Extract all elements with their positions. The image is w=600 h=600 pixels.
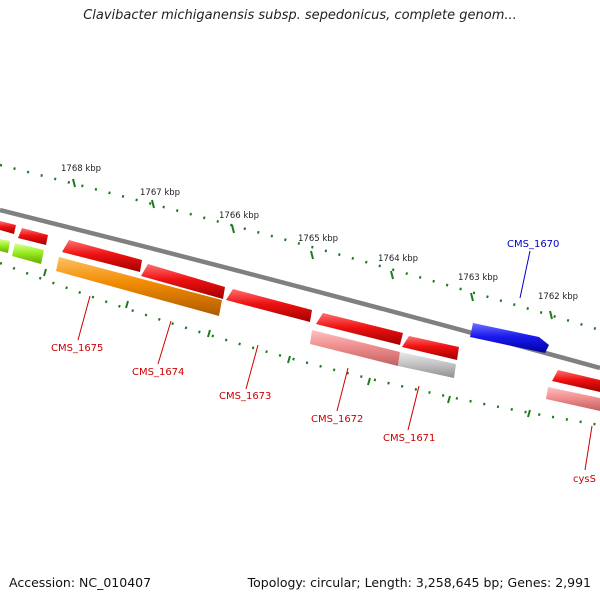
tick-label: 1762 kbp — [538, 292, 578, 302]
feature-track — [0, 239, 600, 411]
label-leaders — [77, 250, 593, 471]
gene-arrow[interactable] — [0, 221, 16, 234]
feature-bar — [12, 243, 44, 264]
tick-labels: 1768 kbp 1767 kbp 1766 kbp 1765 kbp 1764… — [61, 164, 578, 302]
feature-bar — [398, 352, 456, 378]
inner-tick-ring — [0, 261, 600, 427]
gene-label[interactable]: CMS_1670 — [507, 239, 559, 250]
gene-arrow[interactable] — [226, 289, 312, 322]
gene-label[interactable]: CMS_1674 — [132, 367, 184, 378]
gene-label[interactable]: CMS_1673 — [219, 391, 271, 402]
tick-label: 1766 kbp — [219, 211, 259, 221]
gene-arrow[interactable] — [552, 370, 600, 392]
gene-arrow[interactable] — [141, 264, 225, 299]
gene-arrow[interactable] — [62, 240, 142, 272]
gene-labels: CMS_1675 CMS_1674 CMS_1673 CMS_1672 CMS_… — [51, 239, 596, 485]
genome-summary-text: Topology: circular; Length: 3,258,645 bp… — [247, 575, 591, 590]
gene-label[interactable]: CMS_1675 — [51, 343, 103, 354]
gene-label[interactable]: cysS — [573, 474, 596, 485]
gene-label[interactable]: CMS_1671 — [383, 433, 435, 444]
feature-bar — [310, 330, 400, 366]
gene-arrow-cms-1670[interactable] — [470, 323, 549, 353]
feature-bar — [56, 257, 222, 316]
tick-label: 1764 kbp — [378, 254, 418, 264]
gene-arrow[interactable] — [402, 336, 459, 360]
gene-arrow[interactable] — [18, 228, 48, 245]
gene-label[interactable]: CMS_1672 — [311, 414, 363, 425]
tick-label: 1765 kbp — [298, 234, 338, 244]
accession-text: Accession: NC_010407 — [9, 575, 152, 590]
gene-arrow[interactable] — [316, 313, 403, 345]
forward-strand-features — [0, 221, 600, 392]
outer-tick-ring — [0, 163, 600, 332]
feature-bar — [546, 387, 600, 411]
map-title: Clavibacter michiganensis subsp. sepedon… — [83, 8, 517, 23]
tick-label: 1767 kbp — [140, 188, 180, 198]
tick-label: 1768 kbp — [61, 164, 101, 174]
feature-bar — [0, 239, 10, 253]
tick-label: 1763 kbp — [458, 273, 498, 283]
